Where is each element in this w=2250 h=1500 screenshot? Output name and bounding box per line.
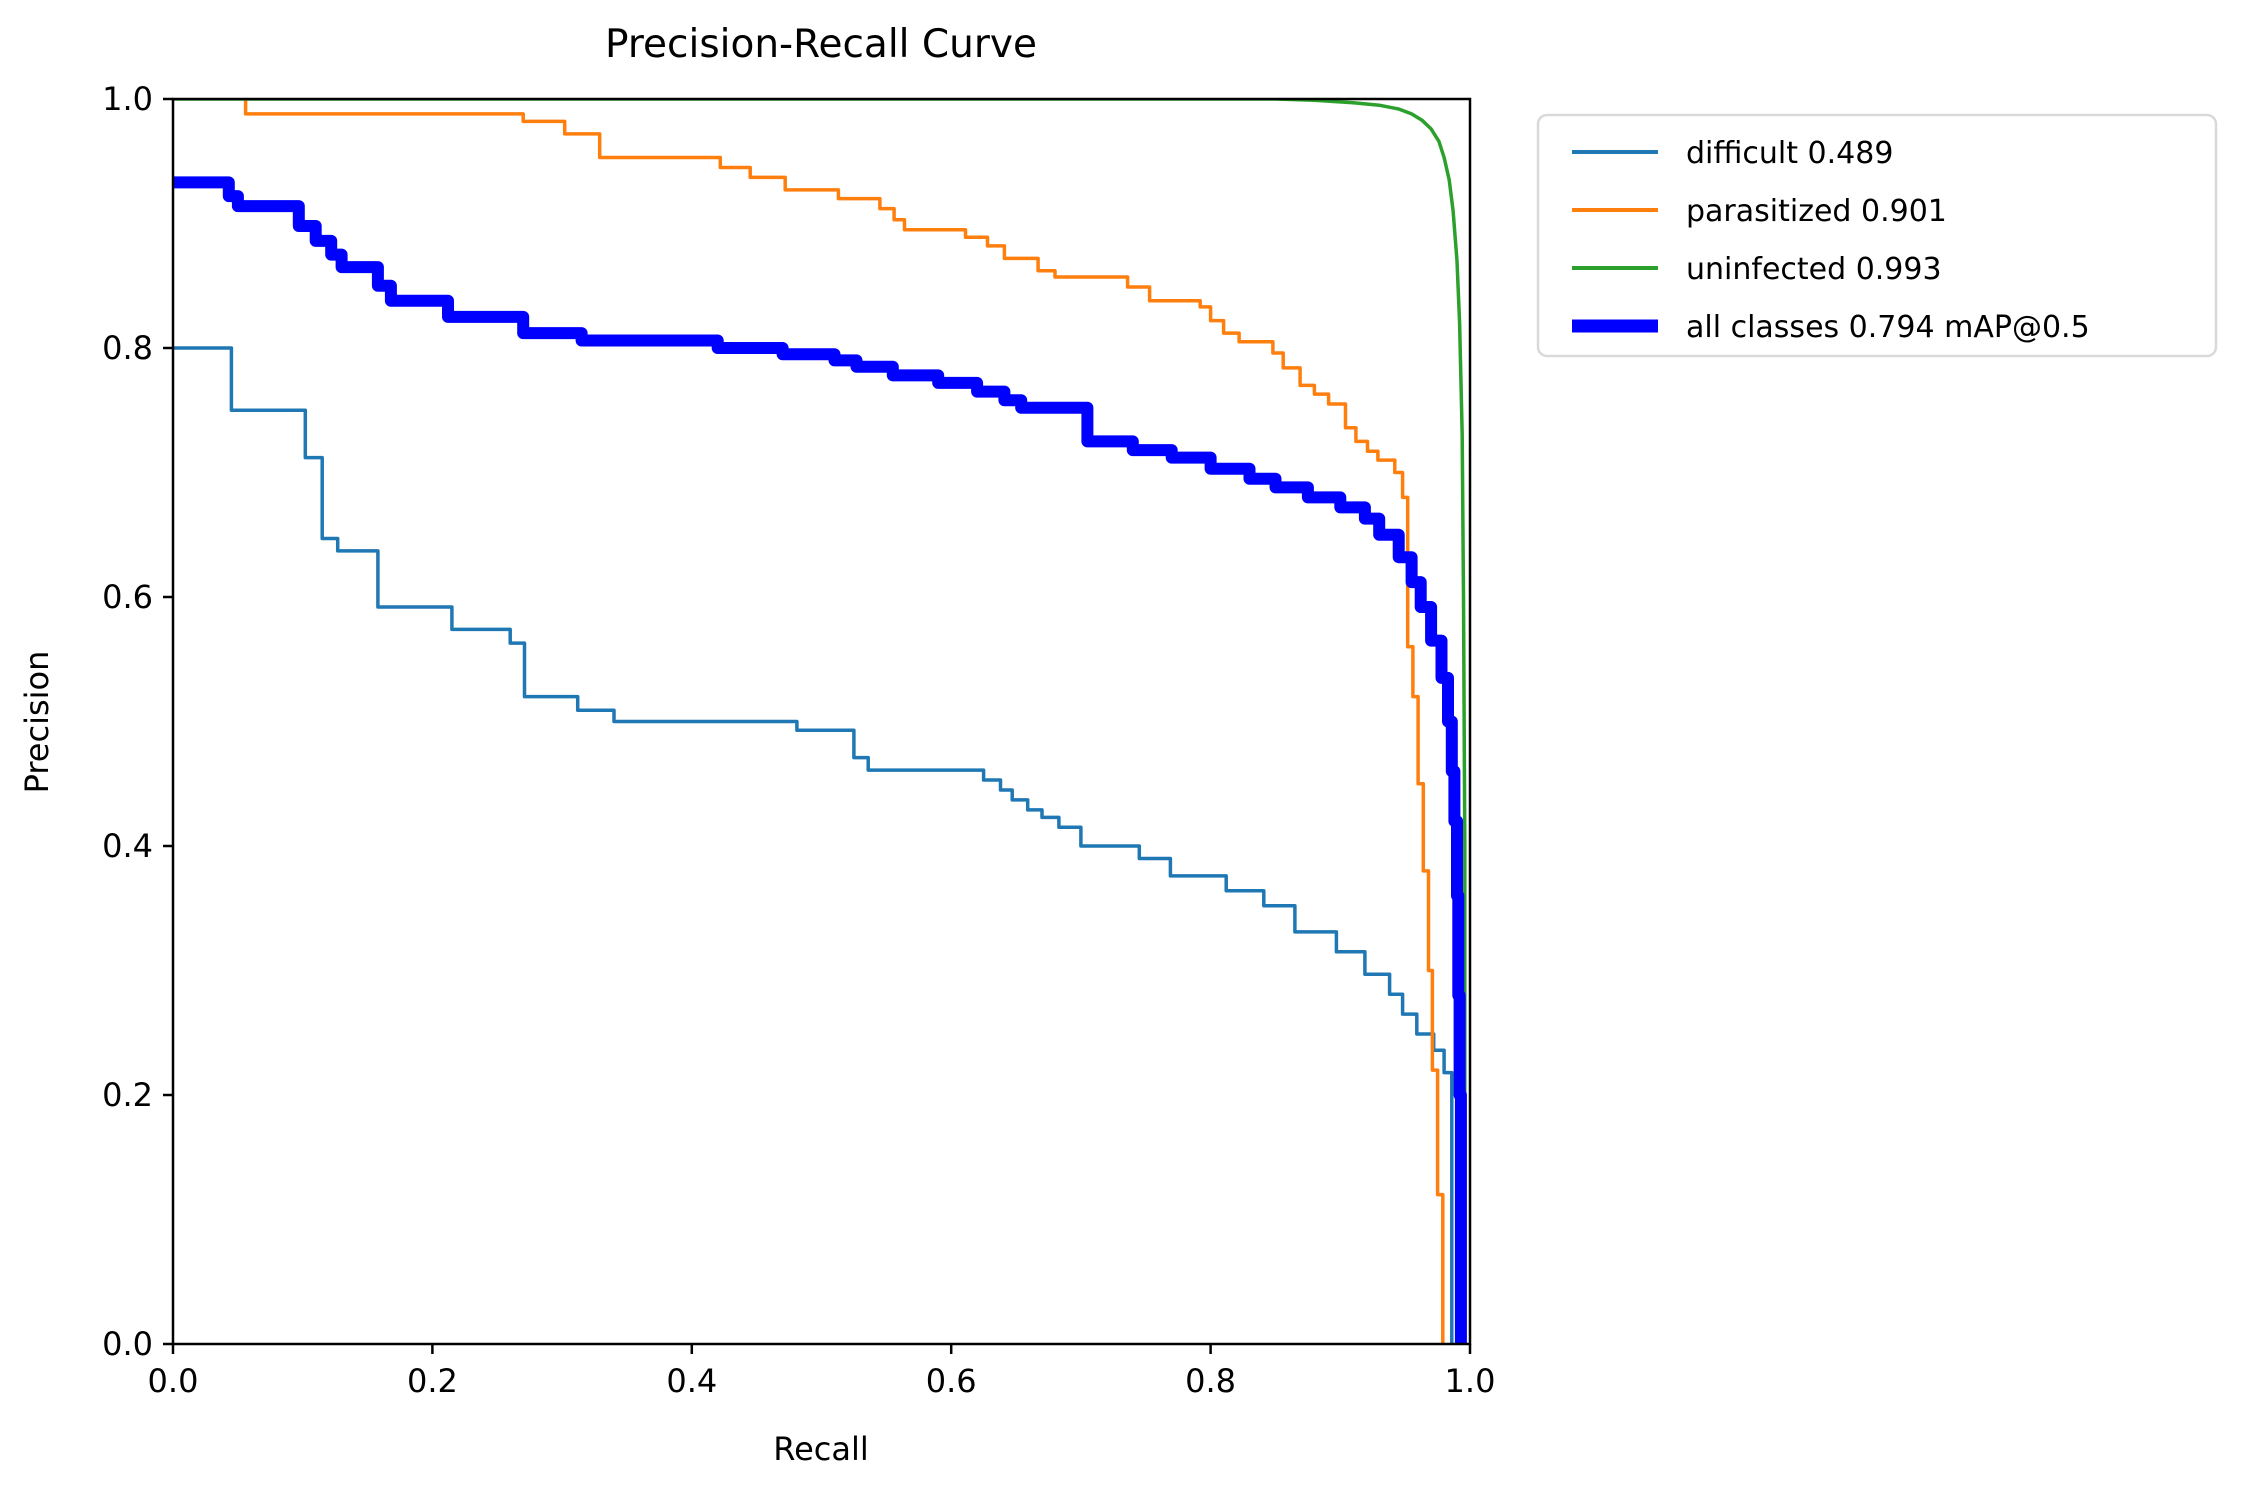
legend-label-uninfected: uninfected 0.993 — [1686, 252, 1942, 287]
x-tick-label: 0.0 — [148, 1362, 199, 1400]
legend-label-parasitized: parasitized 0.901 — [1686, 194, 1947, 229]
y-axis-label: Precision — [18, 651, 56, 794]
legend-item-uninfected: uninfected 0.993 — [1572, 252, 1942, 287]
curve-uninfected — [173, 99, 1467, 1344]
x-tick-label: 0.2 — [407, 1362, 458, 1400]
y-tick-label: 0.0 — [102, 1325, 153, 1363]
legend-item-all-classes: all classes 0.794 mAP@0.5 — [1572, 310, 2090, 345]
ticks-group: 0.0 0.2 0.4 0.6 0.8 1.0 0.0 0.2 0.4 0.6 0.8 1.0 — [102, 80, 1495, 1400]
y-tick-label: 0.8 — [102, 329, 153, 367]
chart-title: Precision-Recall Curve — [605, 22, 1037, 67]
x-tick-label: 0.6 — [926, 1362, 977, 1400]
axes-box — [171, 97, 1472, 1346]
curve-all-classes — [173, 176, 1467, 1344]
legend: difficult 0.489 parasitized 0.901 uninfe… — [1536, 113, 2218, 358]
x-tick-label: 1.0 — [1445, 1362, 1496, 1400]
y-tick-label: 0.2 — [102, 1076, 153, 1114]
y-tick-label: 0.4 — [102, 827, 153, 865]
curve-parasitized — [243, 99, 1445, 1344]
y-tick-label: 0.6 — [102, 578, 153, 616]
x-tick-label: 0.4 — [666, 1362, 717, 1400]
y-tick-label: 1.0 — [102, 80, 153, 118]
legend-label-difficult: difficult 0.489 — [1686, 136, 1893, 171]
legend-item-difficult: difficult 0.489 — [1572, 136, 1893, 171]
legend-item-parasitized: parasitized 0.901 — [1572, 194, 1947, 229]
curve-difficult — [173, 346, 1454, 1344]
x-axis-label: Recall — [773, 1430, 868, 1468]
x-tick-label: 0.8 — [1185, 1362, 1236, 1400]
legend-box — [1536, 113, 2218, 358]
curves-group — [173, 99, 1467, 1344]
legend-label-all-classes: all classes 0.794 mAP@0.5 — [1686, 310, 2090, 345]
